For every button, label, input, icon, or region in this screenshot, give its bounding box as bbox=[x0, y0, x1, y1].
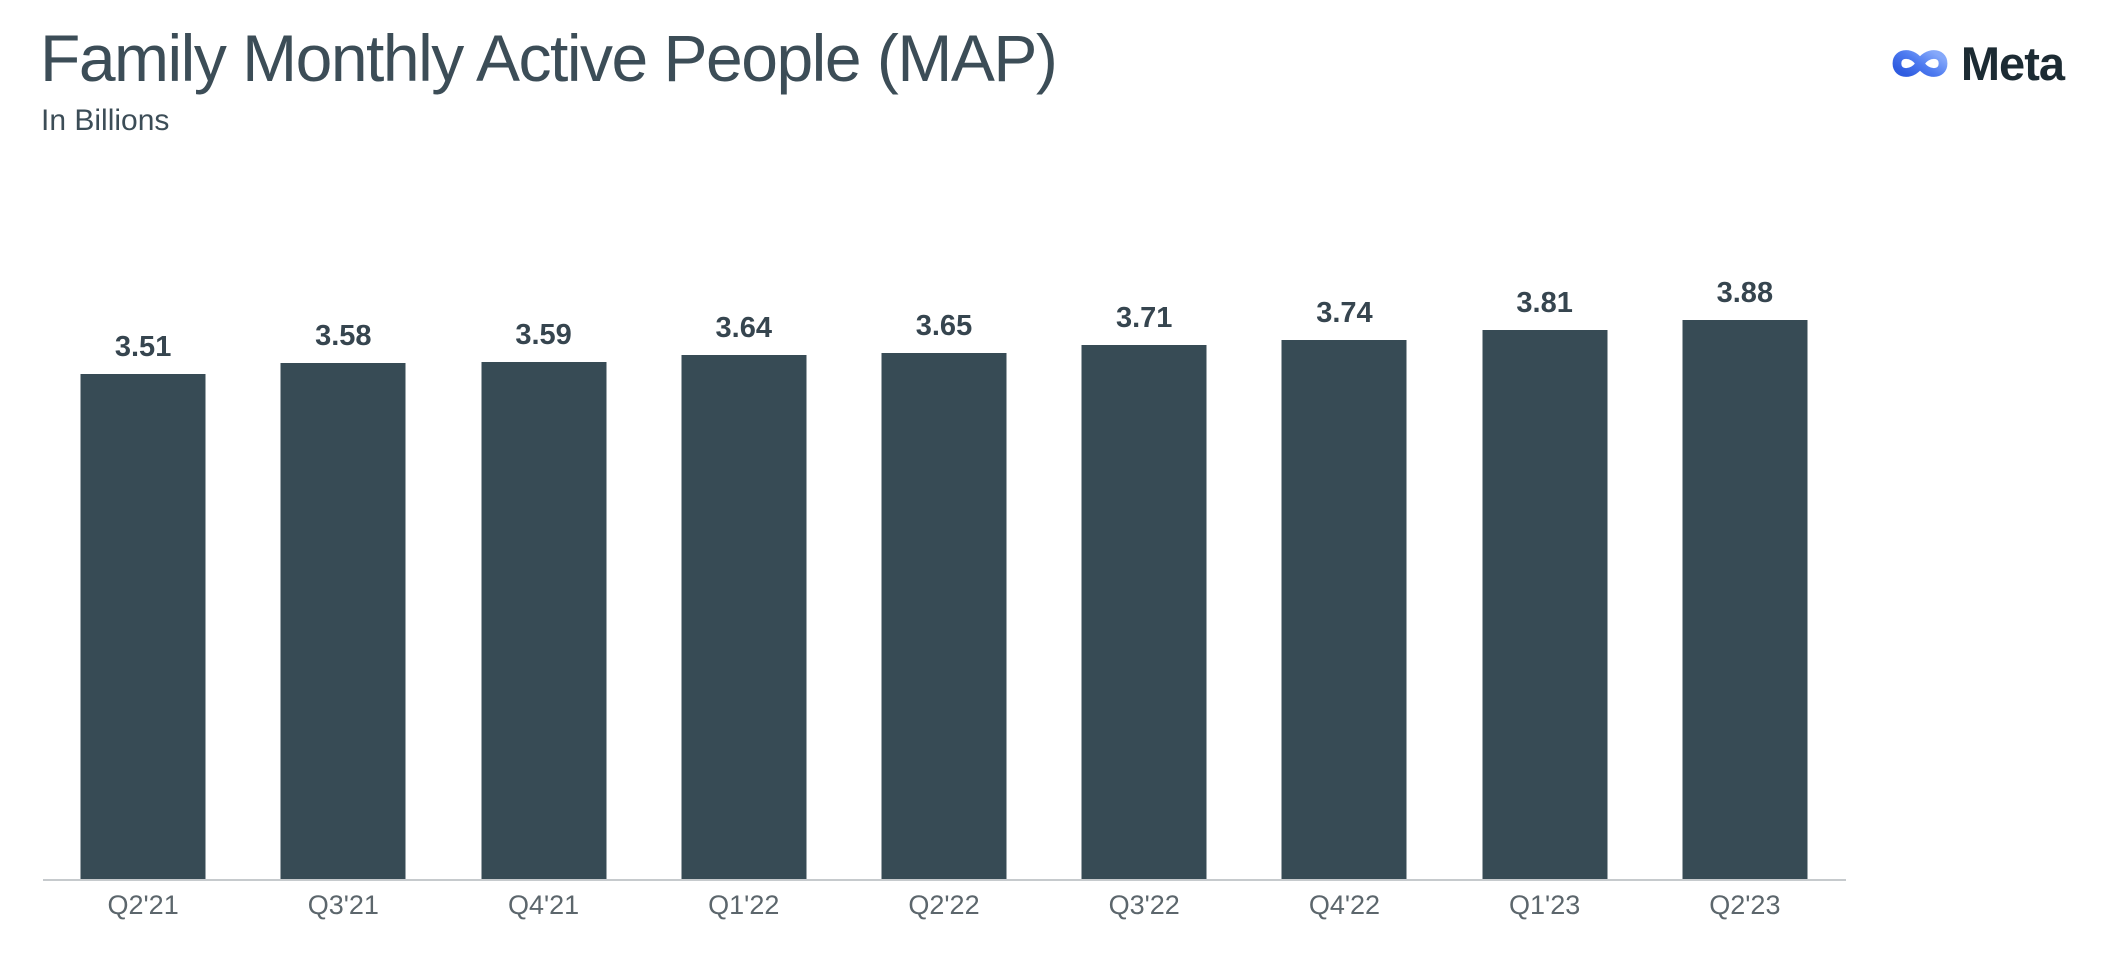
meta-logo: Meta bbox=[1889, 37, 2065, 90]
bar-chart-plot-area: 3.51 3.58 3.59 3.64 3.65 3.71 3.74 3.81 3.88 bbox=[43, 259, 1845, 879]
bar bbox=[80, 374, 206, 879]
meta-infinity-icon bbox=[1892, 50, 1948, 77]
bar-value-label: 3.59 bbox=[515, 319, 572, 351]
x-tick-label: Q1'22 bbox=[708, 890, 780, 920]
bar-value-label: 3.71 bbox=[1115, 302, 1173, 334]
bar bbox=[1081, 345, 1207, 879]
x-tick-label: Q4'22 bbox=[1308, 890, 1381, 920]
bar-value-label: 3.65 bbox=[915, 310, 973, 342]
x-tick-label: Q2'21 bbox=[107, 890, 179, 920]
bar bbox=[1682, 320, 1808, 879]
bar-group: 3.64 bbox=[644, 259, 844, 879]
x-tick-label: Q2'23 bbox=[1709, 890, 1781, 920]
bar bbox=[280, 363, 406, 879]
bar-value-label: 3.58 bbox=[315, 320, 372, 352]
x-axis-line bbox=[43, 879, 1846, 881]
bar-group: 3.71 bbox=[1044, 259, 1244, 879]
x-tick-label: Q3'22 bbox=[1108, 890, 1180, 920]
bar-group: 3.65 bbox=[844, 259, 1044, 879]
bar-group: 3.74 bbox=[1244, 259, 1444, 879]
bar bbox=[1281, 340, 1407, 879]
bar-value-label: 3.64 bbox=[715, 312, 772, 344]
meta-wordmark: Meta bbox=[1960, 37, 2065, 90]
bar-group: 3.51 bbox=[43, 259, 243, 879]
bar-group: 3.59 bbox=[443, 259, 643, 879]
bar-value-label: 3.88 bbox=[1716, 277, 1774, 309]
x-tick-label: Q2'22 bbox=[908, 890, 980, 920]
bar bbox=[681, 355, 807, 879]
x-tick-label: Q1'23 bbox=[1509, 890, 1581, 920]
x-tick-label: Q3'21 bbox=[307, 890, 379, 920]
x-tick-label: Q4'21 bbox=[507, 890, 580, 920]
bar bbox=[481, 362, 607, 879]
bar-value-label: 3.51 bbox=[114, 331, 172, 363]
chart-subtitle: In Billions bbox=[41, 104, 170, 137]
chart-title: Family Monthly Active People (MAP) bbox=[40, 21, 1058, 95]
bar-value-label: 3.81 bbox=[1516, 287, 1573, 319]
bar-group: 3.81 bbox=[1445, 259, 1645, 879]
bar-group: 3.58 bbox=[243, 259, 443, 879]
bar-group: 3.88 bbox=[1645, 259, 1845, 879]
bar bbox=[881, 353, 1007, 879]
x-axis-tick-labels: Q2'21 Q3'21 Q4'21 Q1'22 Q2'22 Q3'22 Q4'22 Q1'23… bbox=[43, 890, 1845, 921]
bar bbox=[1482, 330, 1608, 879]
bar-value-label: 3.74 bbox=[1316, 297, 1373, 329]
